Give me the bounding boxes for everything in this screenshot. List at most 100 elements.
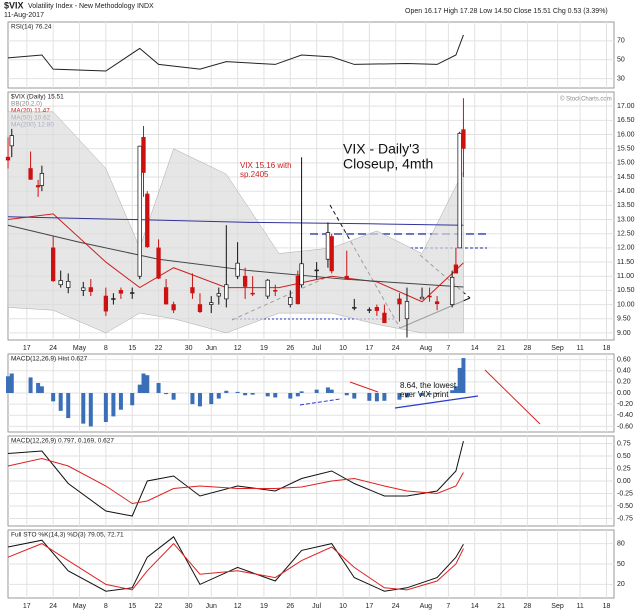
x-tick-label: 17 — [23, 345, 31, 352]
histogram-bar — [141, 373, 146, 393]
indicator-line — [7, 34, 464, 72]
indicator-line — [7, 457, 464, 505]
candle-body — [39, 172, 45, 186]
candle-body — [314, 269, 319, 272]
x-tick-label: 8 — [104, 603, 108, 610]
x-tick-label: 18 — [603, 345, 611, 352]
histogram-bar — [427, 393, 432, 395]
histogram-bar — [9, 373, 14, 393]
histogram-bar — [88, 393, 93, 427]
annotation: ever VIX print — [400, 390, 449, 399]
histogram-bar — [111, 393, 116, 417]
y-tick-label: 0.00 — [617, 478, 631, 485]
y-tick-label: -0.75 — [617, 515, 633, 522]
histogram-bar — [66, 393, 71, 419]
candle-body — [66, 280, 71, 288]
y-tick-label: 50 — [617, 57, 625, 64]
annotation: 8.64, the lowest — [400, 381, 457, 390]
y-tick-label: 12.50 — [617, 231, 635, 238]
histogram-bar — [265, 393, 270, 397]
watermark: © StockCharts.com — [560, 96, 612, 103]
panel-label: RSI(14) 76.24 — [11, 24, 52, 31]
trend-line — [299, 398, 341, 406]
x-tick-label: 10 — [339, 345, 347, 352]
x-tick-label: 17 — [365, 603, 373, 610]
y-tick-label: 14.50 — [617, 174, 635, 181]
candle-body — [273, 290, 278, 292]
x-tick-label: 19 — [260, 345, 268, 352]
y-tick-label: 14.00 — [617, 188, 635, 195]
histogram-bar — [450, 390, 455, 393]
y-tick-label: -0.50 — [617, 503, 633, 510]
quote: Open 16.17 High 17.28 Low 14.50 Close 15… — [405, 8, 608, 15]
y-tick-label: 0.25 — [617, 465, 631, 472]
candle-body — [397, 298, 402, 305]
histogram-bar — [58, 393, 63, 411]
candle-body — [81, 287, 86, 291]
x-tick-label: 14 — [471, 603, 479, 610]
panel-frame — [7, 21, 615, 89]
candle-body — [427, 295, 432, 298]
candle-body — [141, 136, 146, 173]
y-tick-label: 10.50 — [617, 287, 635, 294]
y-tick-label: 12.00 — [617, 245, 635, 252]
trend-line — [394, 395, 479, 409]
x-tick-label: 30 — [185, 345, 193, 352]
candle-body — [265, 279, 270, 297]
histogram-bar — [39, 386, 44, 393]
y-tick-label: 30 — [617, 75, 625, 82]
candle-body — [344, 275, 349, 280]
x-tick-label: 21 — [497, 345, 505, 352]
histogram-bar — [235, 391, 240, 393]
x-tick-label: 28 — [524, 345, 532, 352]
y-tick-label: 15.50 — [617, 146, 635, 153]
candle-body — [352, 307, 357, 309]
candle-body — [374, 307, 380, 311]
x-tick-label: 17 — [365, 345, 373, 352]
candle-body — [28, 168, 33, 180]
x-tick-label: 12 — [234, 603, 242, 610]
x-tick-label: Sep — [551, 603, 564, 610]
x-tick-label: 11 — [576, 345, 583, 352]
histogram-bar — [250, 393, 255, 395]
x-tick-label: 14 — [471, 345, 479, 352]
histogram-bar — [103, 393, 108, 422]
moving-average — [7, 216, 464, 226]
histogram-bar — [137, 384, 142, 393]
candle-body — [58, 280, 63, 286]
panel-label: BB(20,2.0) — [11, 101, 42, 108]
x-tick-label: 26 — [286, 603, 294, 610]
candle-body — [367, 309, 372, 311]
candle-body — [461, 129, 466, 149]
x-tick-label: Aug — [420, 603, 433, 610]
candle-body — [295, 275, 300, 305]
histogram-bar — [6, 376, 10, 393]
y-tick-label: 10.00 — [617, 301, 635, 308]
x-tick-label: 15 — [128, 603, 136, 610]
x-tick-label: 22 — [155, 345, 163, 352]
x-tick-label: Jul — [312, 603, 321, 610]
candle-body — [242, 275, 248, 287]
histogram-bar — [352, 393, 357, 399]
candle-body — [197, 304, 203, 313]
x-tick-label: May — [73, 345, 87, 352]
x-tick-label: Jun — [206, 345, 217, 352]
candle-body — [9, 135, 14, 147]
candle-body — [449, 277, 455, 305]
panel-label: MA(20) 11.47 — [11, 108, 50, 115]
histogram-bar — [216, 393, 221, 399]
histogram-bar — [51, 393, 56, 402]
histogram-bar — [329, 389, 334, 393]
histogram-bar — [457, 367, 462, 393]
candle-body — [130, 292, 135, 294]
y-tick-label: 16.00 — [617, 131, 635, 138]
panel-label: Full STO %K(14,3) %D(3) 79.05, 72.71 — [11, 532, 124, 539]
x-tick-label: 7 — [446, 345, 450, 352]
y-tick-label: 20 — [617, 581, 625, 588]
symbol: $VIX — [4, 0, 24, 10]
candle-body — [329, 236, 334, 272]
x-tick-label: Jun — [206, 603, 217, 610]
indicator-line — [7, 542, 464, 591]
candle-body — [51, 247, 56, 282]
candle-body — [171, 304, 176, 311]
